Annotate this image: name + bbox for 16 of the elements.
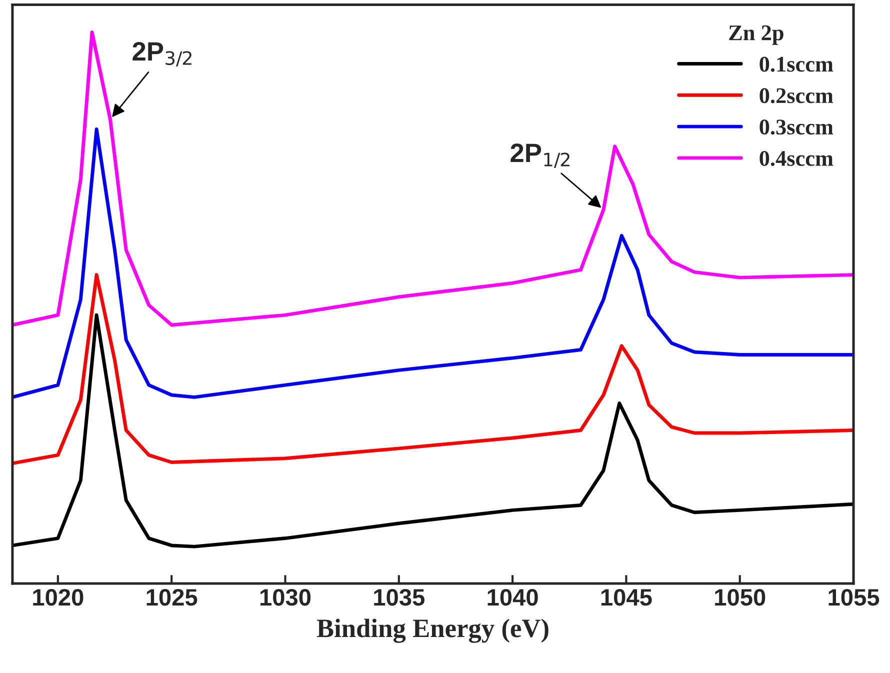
annotation: 2P$_{1/2}$ (510, 144, 570, 168)
x-tick-label: 1055 (828, 588, 880, 606)
legend-label: 0.4sccm (760, 150, 834, 166)
x-axis-title: Binding Energy (eV) (316, 618, 548, 643)
legend-label: 0.1sccm (760, 56, 834, 72)
x-tick-label: 1025 (146, 588, 198, 606)
legend-title: Zn 2p (729, 25, 784, 45)
x-tick-label: 1050 (715, 588, 766, 606)
x-tick-label: 1035 (374, 588, 424, 606)
x-tick-label: 1040 (488, 588, 538, 606)
x-tick-label: 1020 (33, 588, 84, 606)
legend-label: 0.3sccm (760, 120, 834, 135)
legend-label: 0.2sccm (760, 88, 834, 104)
x-tick-label: 1045 (601, 588, 652, 606)
annotation: 2P$_{3/2}$ (132, 42, 192, 67)
x-tick-label: 1030 (260, 588, 311, 606)
